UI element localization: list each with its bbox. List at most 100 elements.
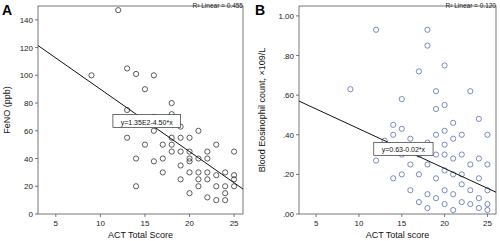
point [476, 116, 481, 121]
point [125, 66, 130, 71]
y-tick [296, 134, 299, 135]
point [459, 200, 464, 205]
y-tick-label: 1.00 [278, 12, 294, 21]
marks [38, 8, 243, 203]
marks [299, 27, 496, 212]
point [451, 156, 456, 161]
x-tick-label: 25 [483, 219, 492, 228]
point [459, 132, 464, 137]
x-tick [234, 214, 235, 217]
point [433, 196, 438, 201]
point [160, 170, 165, 175]
x-tick-label: 20 [185, 219, 194, 228]
point [214, 142, 219, 147]
point [476, 156, 481, 161]
point [214, 173, 219, 178]
point [451, 136, 456, 141]
y-tick [35, 158, 38, 159]
point [223, 184, 228, 189]
point [196, 128, 201, 133]
point [399, 172, 404, 177]
point [133, 184, 138, 189]
y-tick [35, 47, 38, 48]
point [205, 149, 210, 154]
point [214, 184, 219, 189]
point [391, 132, 396, 137]
point [187, 135, 192, 140]
point [451, 192, 456, 197]
point [89, 73, 94, 78]
point [116, 8, 121, 13]
y-tick [296, 15, 299, 16]
x-tick [55, 214, 56, 217]
point [205, 195, 210, 200]
y-tick-label: .40 [283, 131, 295, 140]
point [476, 196, 481, 201]
x-tick-label: 10 [96, 219, 105, 228]
y-axis-label: FeNO (ppb) [2, 86, 12, 134]
y-tick [35, 214, 38, 215]
panel: .00.20.40.60.801.00510152025ACT Total sc… [255, 2, 496, 240]
point [451, 207, 456, 212]
y-tick-label: .00 [283, 210, 295, 219]
y-axis-label: Blood Eosinophil count, ×109/L [257, 48, 267, 172]
point [399, 126, 404, 131]
point [425, 205, 430, 210]
point [373, 158, 378, 163]
point [442, 102, 447, 107]
point [442, 188, 447, 193]
point [391, 176, 396, 181]
point [205, 170, 210, 175]
y-tick-label: 100 [20, 71, 34, 80]
x-tick-label: 5 [54, 219, 59, 228]
equation-box [374, 142, 433, 155]
point [223, 170, 228, 175]
point [160, 142, 165, 147]
r2-label: R² Linear = 0.120 [446, 2, 497, 9]
y-tick [296, 95, 299, 96]
point [151, 128, 156, 133]
y-tick [296, 174, 299, 175]
point [451, 120, 456, 125]
point [125, 135, 130, 140]
point [442, 128, 447, 133]
x-tick-label: 25 [230, 219, 239, 228]
point [468, 188, 473, 193]
point [133, 71, 138, 76]
point [442, 152, 447, 157]
point [408, 136, 413, 141]
x-tick [401, 214, 402, 217]
y-tick [296, 214, 299, 215]
point [416, 172, 421, 177]
figure: 020406080100120140510152025ACT Total Sco… [0, 0, 500, 241]
x-tick-label: 5 [314, 219, 319, 228]
x-tick [100, 214, 101, 217]
fit-line [299, 101, 496, 192]
point [425, 192, 430, 197]
point [425, 43, 430, 48]
plot-frame [38, 6, 243, 214]
point [187, 156, 192, 161]
point [178, 135, 183, 140]
x-tick [358, 214, 359, 217]
x-tick [487, 214, 488, 217]
y-tick-label: 0 [29, 210, 34, 219]
x-tick [189, 214, 190, 217]
point [433, 176, 438, 181]
point [468, 162, 473, 167]
point [425, 162, 430, 167]
point [142, 142, 147, 147]
point [433, 89, 438, 94]
x-tick-label: 15 [141, 219, 150, 228]
y-tick-label: .60 [283, 91, 295, 100]
y-tick-label: 60 [24, 127, 33, 136]
x-axis-label: ACT Total score [366, 230, 430, 240]
r2-label: R² Linear = 0.455 [193, 2, 244, 9]
point [205, 156, 210, 161]
y-tick [35, 186, 38, 187]
point [425, 27, 430, 32]
point [433, 106, 438, 111]
point [151, 73, 156, 78]
x-tick-label: 15 [397, 219, 406, 228]
point [205, 177, 210, 182]
